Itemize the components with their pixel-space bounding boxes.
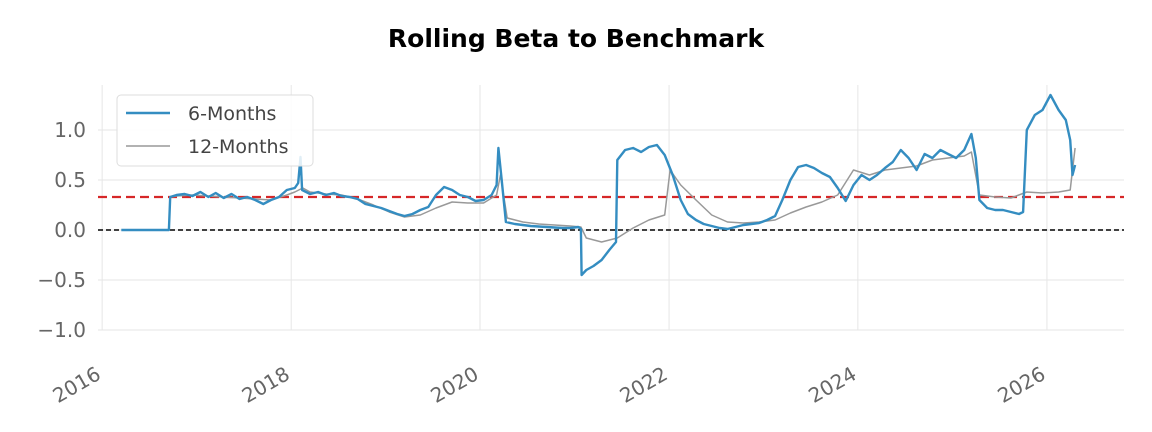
y-tick-label: 0.0 xyxy=(54,218,86,242)
legend-label-6-months: 6-Months xyxy=(188,103,276,125)
x-tick-label: 2018 xyxy=(238,362,294,408)
x-tick-label: 2022 xyxy=(615,362,671,408)
y-tick-label: 1.0 xyxy=(54,118,86,142)
y-tick-label: −0.5 xyxy=(37,268,86,292)
chart-title: Rolling Beta to Benchmark xyxy=(388,24,766,53)
reference-lines xyxy=(98,195,1124,231)
y-tick-label: −1.0 xyxy=(37,318,86,342)
y-tick-labels: 1.0 0.5 0.0 −0.5 −1.0 xyxy=(37,118,86,342)
x-tick-label: 2024 xyxy=(804,362,860,408)
series-line-6-months xyxy=(121,93,1077,277)
legend: 6-Months 12-Months xyxy=(116,94,314,167)
x-tick-labels: 2016 2018 2020 2022 2024 2026 xyxy=(49,362,1050,408)
series-line-12-months xyxy=(170,147,1076,243)
y-tick-label: 0.5 xyxy=(54,168,86,192)
x-tick-label: 2016 xyxy=(49,362,105,408)
series-lines xyxy=(121,93,1077,277)
legend-label-12-months: 12-Months xyxy=(188,136,288,158)
x-tick-label: 2026 xyxy=(993,362,1049,408)
x-tick-label: 2020 xyxy=(426,362,482,408)
